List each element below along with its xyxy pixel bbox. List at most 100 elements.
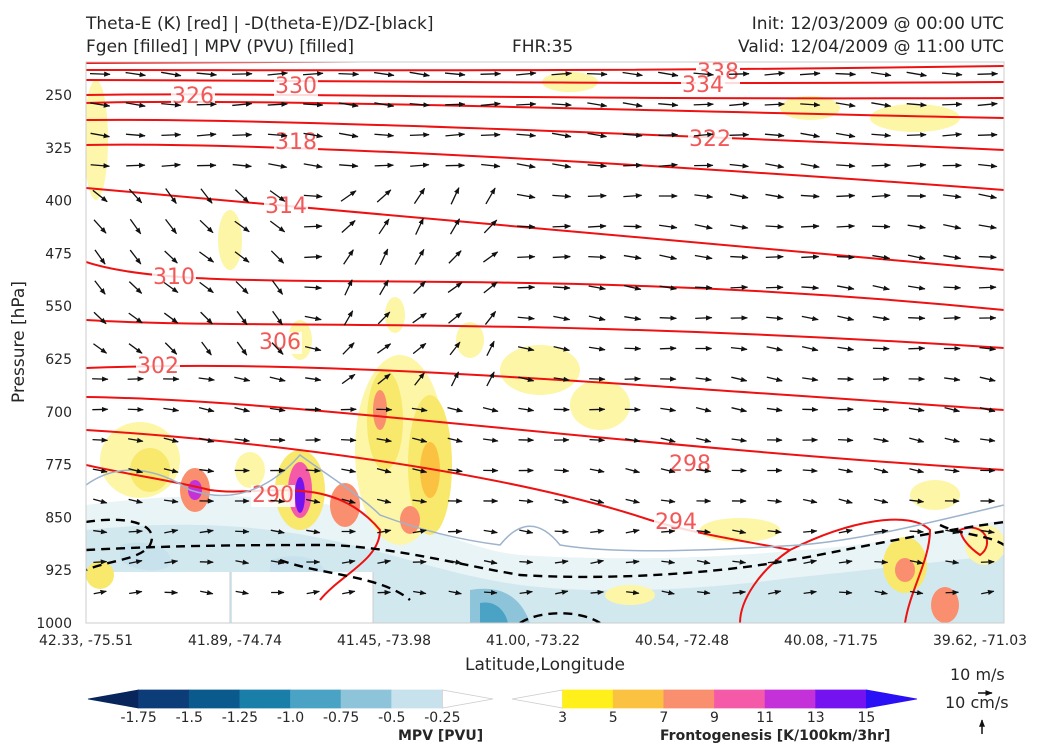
wind-vector [909,528,924,535]
mpv-tick-label: -1.5 [176,710,203,726]
wind-vector [801,223,820,229]
wind-vector [978,224,997,230]
y-tick-label: 550 [45,299,72,315]
wind-vector [196,132,217,138]
wind-vector [660,407,677,413]
wind-vector [196,71,218,77]
wind-vector [93,589,107,595]
wind-vector [696,437,712,443]
wind-vector [517,224,536,230]
theta-e-contour [86,396,1004,471]
wind-vector [304,223,323,229]
wind-vector [907,285,926,291]
wind-vector [89,71,111,77]
wind-vector [199,528,214,534]
wind-vector [485,187,496,205]
wind-vector [303,102,324,108]
wind-vector [660,437,676,443]
wind-vector [269,190,286,202]
wind-vector [554,528,569,535]
colorbar-segment [562,689,614,709]
wind-vector [484,589,498,596]
wind-vector [801,285,820,291]
wind-vector [836,223,856,229]
wind-vector [553,315,571,322]
mpv-tick-label: -1.75 [121,710,157,726]
theta-e-contour [86,93,1004,100]
x-tick-label: 39.62, -71.03 [933,633,1027,649]
wind-vector [377,373,391,385]
wind-vector [623,162,643,168]
x-tick-label: 41.45, -73.98 [337,633,431,649]
wind-vector [515,70,537,77]
wind-vector [483,437,499,443]
wind-vector [871,102,892,108]
wind-vector [448,559,463,565]
wind-vector [486,371,495,387]
wind-vector [200,311,213,325]
wind-vector [450,371,460,387]
wind-vector [374,102,395,108]
wind-vector [338,71,360,77]
contour-label: 322 [689,127,731,152]
wind-vector [163,281,179,294]
wind-vector [943,254,962,261]
chart-title-left-line2: Fgen [filled] | MPV (PVU) [filled] [86,37,355,57]
vector-key: 10 m/s 10 cm/s [945,665,1009,734]
wind-vector [588,315,606,322]
wind-vector [128,528,143,535]
contour-label-bg [274,76,318,98]
wind-vector [661,528,676,535]
wind-vector [165,188,177,204]
wind-vector [873,467,889,474]
wind-vector [587,102,608,108]
wind-vector [835,132,856,139]
wind-vector [129,249,142,265]
wind-vector [414,248,425,265]
wind-vector [623,254,642,261]
wind-vector [128,467,144,474]
wind-vector [590,589,605,596]
wind-vector [449,218,461,235]
wind-vector [624,284,642,291]
wind-vector [872,315,890,321]
wind-vector [906,102,927,108]
wind-vector [234,437,251,443]
fgen-tick-label: 11 [756,710,774,726]
wind-vector [874,528,889,534]
wind-vector [93,529,108,535]
wind-vector [409,132,430,138]
contour-label-bg [688,129,732,151]
wind-vector [412,498,428,504]
wind-vector [696,559,711,565]
wind-vector [344,279,353,296]
theta-e-contour [86,79,1004,84]
wind-vector [624,315,642,321]
surface-outline [86,453,1004,552]
wind-vector [767,559,782,565]
wind-vector [93,311,107,325]
wind-vector [412,437,428,443]
wind-vector [625,467,641,474]
wind-vector [871,193,891,199]
y-tick-label: 925 [45,563,72,579]
wind-vector [729,132,750,138]
wind-vector [129,218,142,235]
wind-vector [516,101,537,107]
colorbar-segment [340,689,393,709]
wind-vector [125,71,147,78]
wind-vector [980,437,996,443]
wind-vector [444,71,466,77]
wind-vector [659,254,678,261]
wind-vector [873,406,890,413]
wind-vector [694,254,713,261]
wind-vector [977,71,999,77]
wind-vector [94,249,106,265]
wind-vector [377,343,392,354]
mpv-colorbar: -1.75 -1.5 -1.25 -1.0 -0.75 -0.5 -0.25 [87,689,494,726]
wind-vector [303,193,323,199]
wind-vector [695,407,712,413]
wind-vector [270,559,285,565]
wind-vector [448,312,462,324]
wind-vector [92,189,108,203]
